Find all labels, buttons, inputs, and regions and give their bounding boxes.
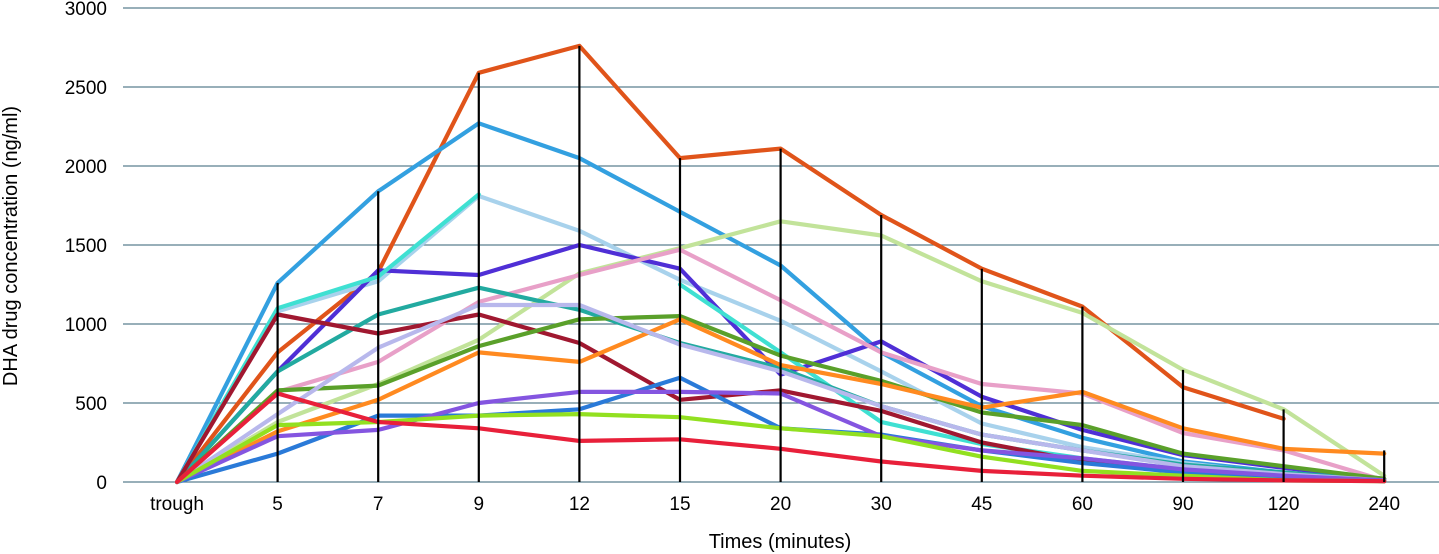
y-tick-label-1000: 1000 [65,315,107,336]
x-tick-label-5: 5 [272,494,283,515]
x-tick-label-30: 30 [871,494,892,515]
x-tick-label-20: 20 [770,494,791,515]
x-tick-label-12: 12 [569,494,590,515]
y-tick-label-500: 500 [75,394,107,415]
y-tick-label-2000: 2000 [65,157,107,178]
x-tick-label-9: 9 [474,494,485,515]
y-tick-label-2500: 2500 [65,78,107,99]
x-tick-label-trough: trough [150,494,204,515]
x-tick-label-60: 60 [1072,494,1093,515]
x-tick-label-120: 120 [1268,494,1300,515]
x-tick-label-90: 90 [1172,494,1193,515]
y-tick-label-3000: 3000 [65,0,107,20]
x-tick-label-7: 7 [373,494,384,515]
y-tick-label-1500: 1500 [65,236,107,257]
x-axis-title: Times (minutes) [709,531,852,553]
error-bars [276,45,1386,482]
y-axis-title: DHA drug concentration (ng/ml) [0,106,22,386]
x-tick-label-45: 45 [971,494,992,515]
x-tick-labels: trough 5 7 9 12 15 20 30 45 60 90 120 240 [150,494,1400,515]
y-tick-label-0: 0 [96,473,107,494]
y-tick-labels: 0 500 1000 1500 2000 2500 3000 [65,0,107,494]
x-tick-label-15: 15 [669,494,690,515]
series-line-1 [174,43,1286,485]
x-tick-label-240: 240 [1368,494,1400,515]
